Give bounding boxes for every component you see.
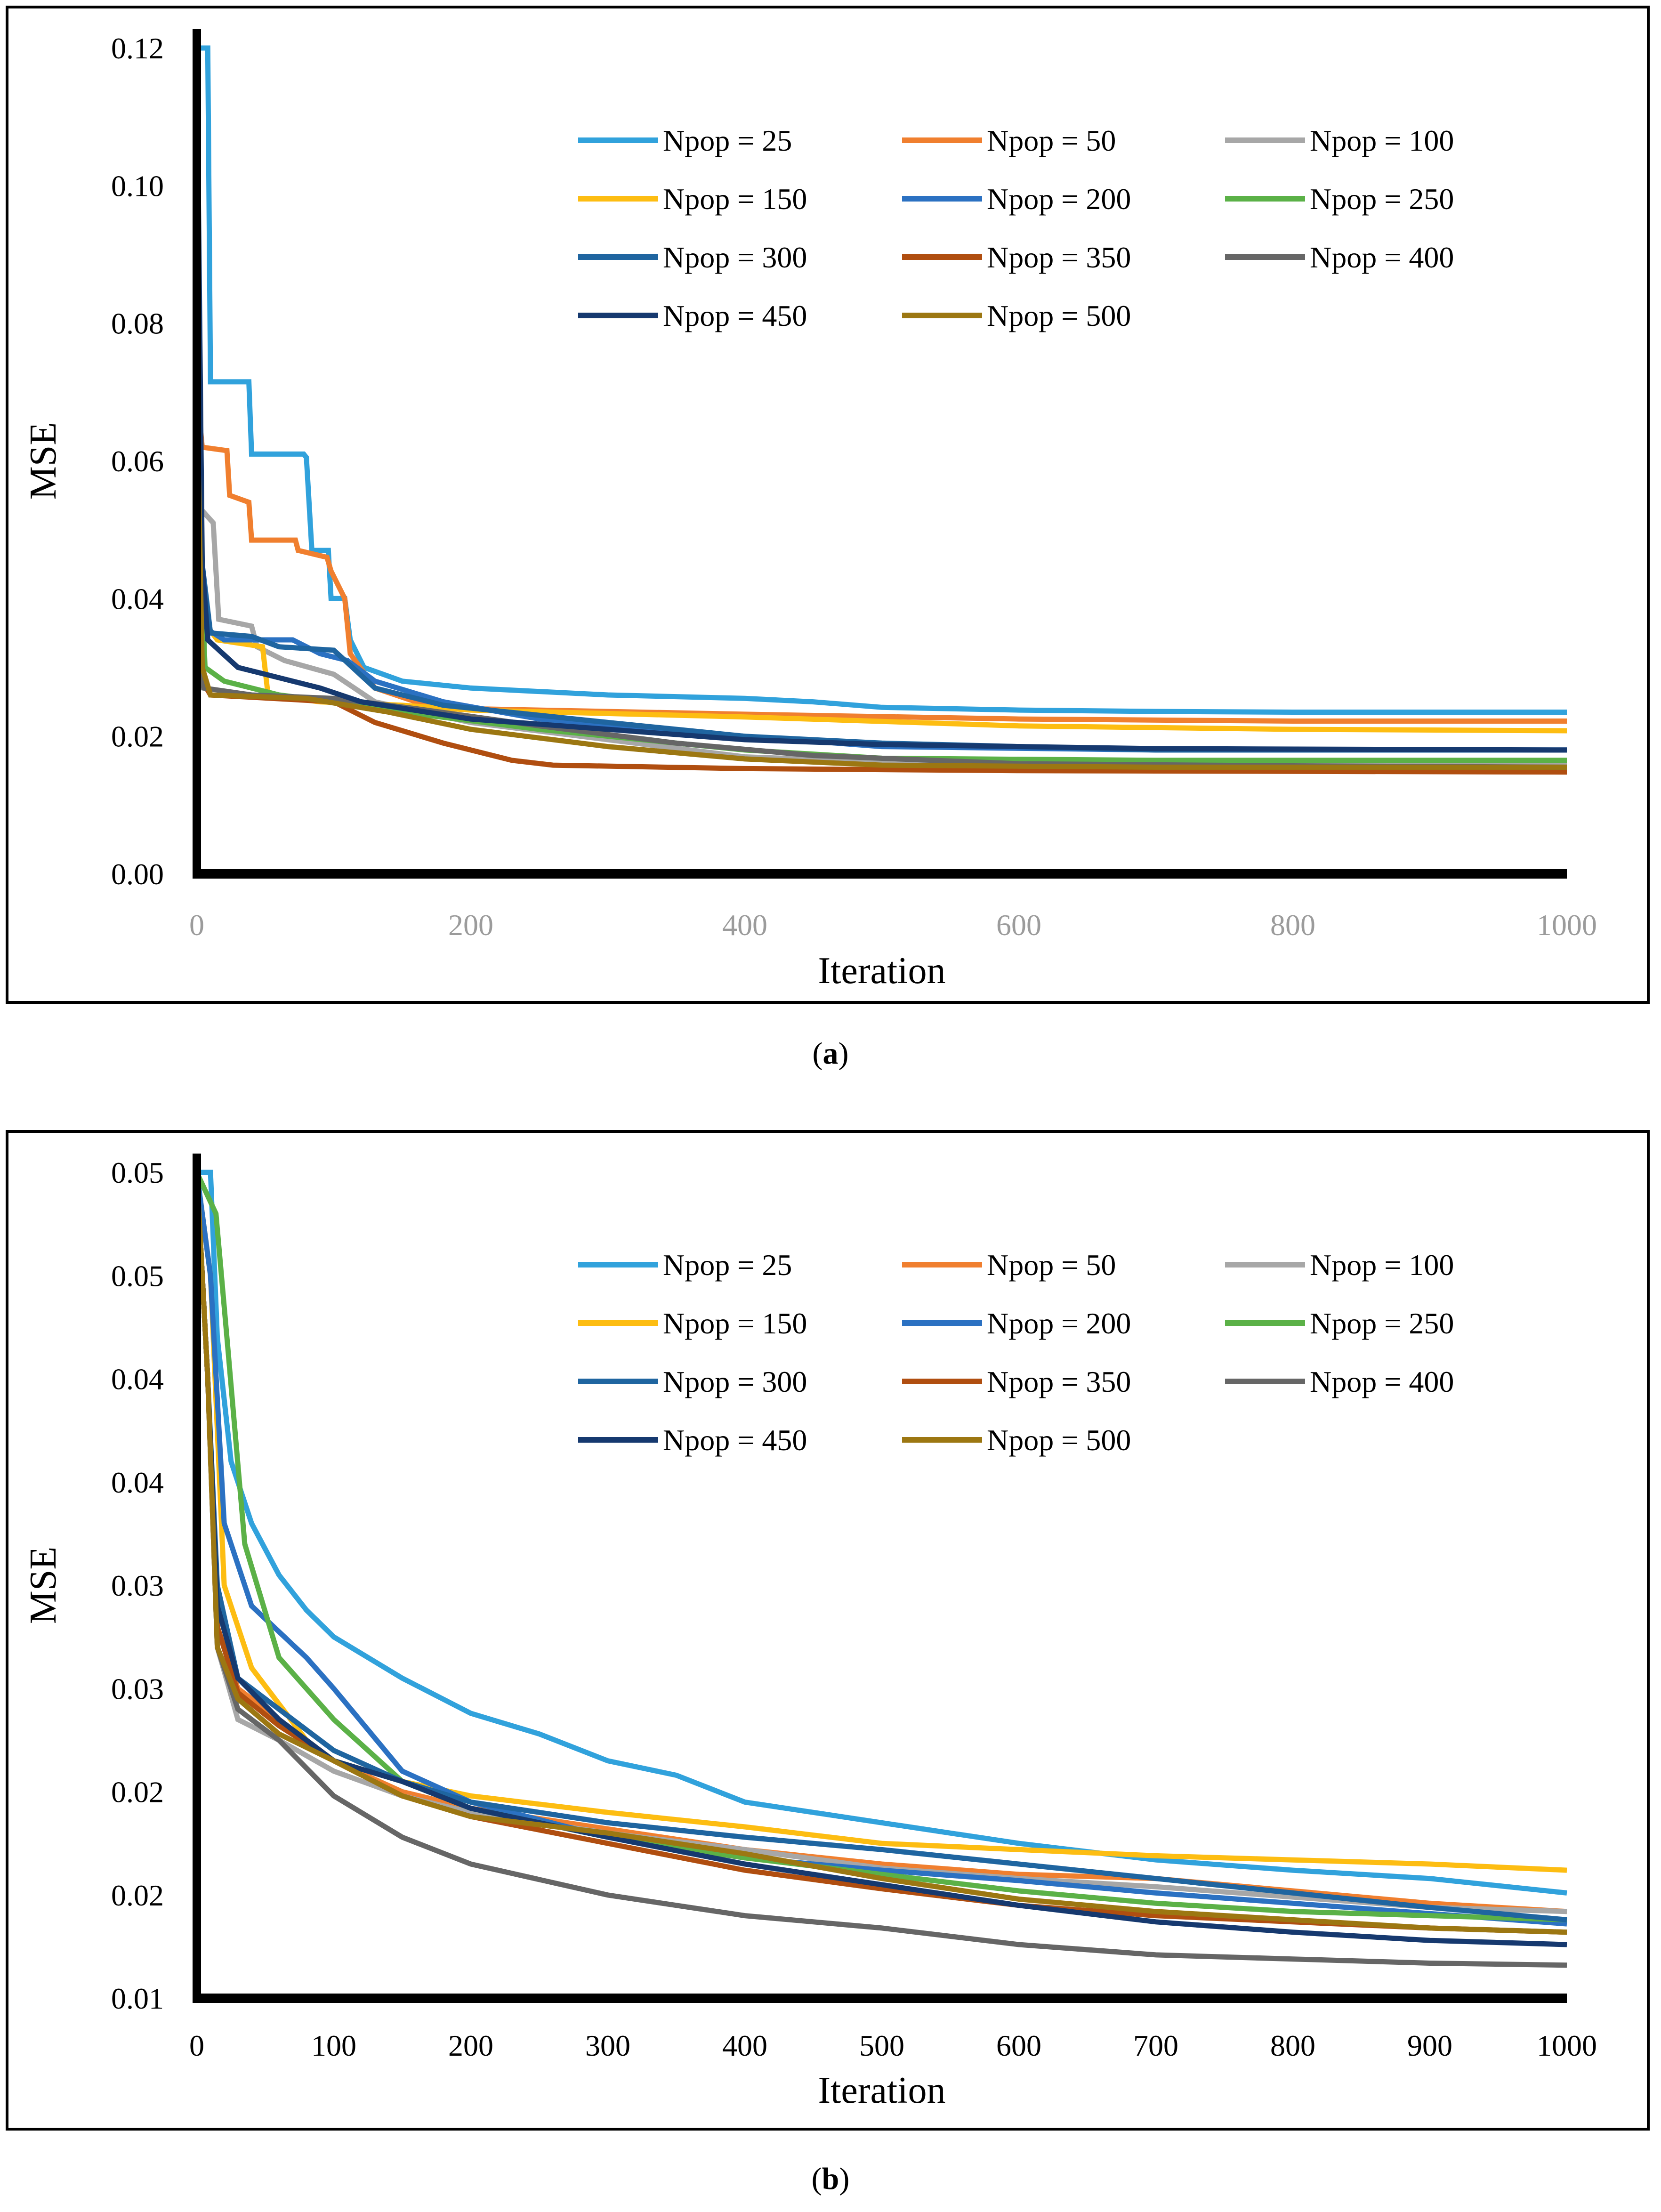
legend-label-a-npop-200: Npop = 200 bbox=[987, 182, 1131, 216]
series-line-a-npop-500 bbox=[194, 392, 1567, 770]
legend-label-a-npop-25: Npop = 25 bbox=[663, 124, 792, 157]
caption-b-open: ( bbox=[811, 2162, 822, 2196]
y-axis-title-a: MSE bbox=[23, 422, 64, 500]
caption-a-close: ) bbox=[838, 1036, 849, 1071]
legend-label-a-npop-100: Npop = 100 bbox=[1310, 124, 1454, 157]
y-tick-label-a-4: 0.08 bbox=[111, 307, 164, 340]
y-tick-label-b-4: 0.03 bbox=[111, 1569, 164, 1602]
x-tick-label-b-4: 400 bbox=[722, 2029, 767, 2062]
series-line-a-npop-50 bbox=[194, 392, 1567, 724]
caption-a-open: ( bbox=[812, 1036, 823, 1071]
x-tick-label-a-3: 600 bbox=[996, 908, 1041, 942]
legend-label-a-npop-150: Npop = 150 bbox=[663, 182, 807, 216]
x-tick-label-a-1: 200 bbox=[448, 908, 493, 942]
series-line-b-npop-150 bbox=[194, 1172, 1567, 1873]
y-tick-label-b-5: 0.04 bbox=[111, 1466, 164, 1499]
caption-b: (b) bbox=[0, 2161, 1661, 2197]
series-line-b-npop-400 bbox=[194, 1172, 1567, 1968]
mse-chart-b: 0.01 0.02 0.02 0.03 0.03 0.04 0.04 0.05 0.05 0 100… bbox=[23, 1154, 1597, 2111]
legend-label-a-npop-450: Npop = 450 bbox=[663, 299, 807, 332]
y-tick-label-a-3: 0.06 bbox=[111, 444, 164, 478]
y-tick-label-b-3: 0.03 bbox=[111, 1672, 164, 1705]
series-line-a-npop-450 bbox=[194, 48, 1567, 753]
legend-label-a-npop-50: Npop = 50 bbox=[987, 124, 1116, 157]
y-tick-label-b-6: 0.04 bbox=[111, 1363, 164, 1396]
caption-b-close: ) bbox=[839, 2162, 850, 2196]
y-tick-label-a-2: 0.04 bbox=[111, 582, 164, 615]
chart-panel-b: 0.01 0.02 0.02 0.03 0.03 0.04 0.04 0.05 0.05 0 100… bbox=[6, 1130, 1650, 2131]
y-axis-title-b: MSE bbox=[23, 1547, 64, 1624]
y-tick-label-a-1: 0.02 bbox=[111, 720, 164, 753]
series-line-b-npop-350 bbox=[194, 1172, 1567, 1935]
legend-label-b-npop-100: Npop = 100 bbox=[1310, 1248, 1454, 1282]
series-line-a-npop-300 bbox=[194, 392, 1567, 753]
x-tick-label-b-3: 300 bbox=[585, 2029, 630, 2062]
x-tick-label-a-0: 0 bbox=[189, 908, 204, 942]
series-line-b-npop-200 bbox=[194, 1172, 1567, 1927]
series-line-a-npop-100 bbox=[194, 392, 1567, 767]
legend-label-a-npop-300: Npop = 300 bbox=[663, 241, 807, 274]
y-tick-label-b-7: 0.05 bbox=[111, 1259, 164, 1292]
x-tick-label-b-1: 100 bbox=[311, 2029, 356, 2062]
x-tick-label-b-10: 1000 bbox=[1537, 2029, 1597, 2062]
y-tick-label-a-0: 0.00 bbox=[111, 857, 164, 891]
chart-panel-a: 0.00 0.02 0.04 0.06 0.08 0.10 0.12 0 200 400 600 80… bbox=[6, 6, 1650, 1004]
x-tick-label-b-6: 600 bbox=[996, 2029, 1041, 2062]
legend-label-a-npop-500: Npop = 500 bbox=[987, 299, 1131, 332]
series-line-a-npop-250 bbox=[194, 460, 1567, 763]
series-line-b-npop-450 bbox=[194, 1172, 1567, 1947]
x-axis-title-b: Iteration bbox=[818, 2070, 946, 2111]
legend-label-b-npop-350: Npop = 350 bbox=[987, 1365, 1131, 1398]
series-line-b-npop-50 bbox=[194, 1172, 1567, 1914]
x-tick-label-b-5: 500 bbox=[859, 2029, 904, 2062]
y-tick-label-b-8: 0.05 bbox=[111, 1156, 164, 1189]
y-tick-label-a-5: 0.10 bbox=[111, 169, 164, 202]
caption-a: (a) bbox=[0, 1036, 1661, 1072]
legend-label-b-npop-50: Npop = 50 bbox=[987, 1248, 1116, 1282]
caption-a-letter: a bbox=[822, 1036, 839, 1071]
legend-label-b-npop-450: Npop = 450 bbox=[663, 1423, 807, 1457]
legend-label-a-npop-250: Npop = 250 bbox=[1310, 182, 1454, 216]
legend-label-a-npop-350: Npop = 350 bbox=[987, 241, 1131, 274]
x-tick-label-b-7: 700 bbox=[1133, 2029, 1178, 2062]
caption-b-letter: b bbox=[822, 2162, 839, 2196]
x-tick-label-b-2: 200 bbox=[448, 2029, 493, 2062]
legend-label-b-npop-250: Npop = 250 bbox=[1310, 1307, 1454, 1340]
legend-label-b-npop-300: Npop = 300 bbox=[663, 1365, 807, 1398]
y-tick-label-b-0: 0.01 bbox=[111, 1982, 164, 2015]
x-tick-label-b-8: 800 bbox=[1270, 2029, 1315, 2062]
x-tick-label-a-5: 1000 bbox=[1537, 908, 1597, 942]
y-tick-label-a-6: 0.12 bbox=[111, 32, 164, 65]
x-tick-label-b-0: 0 bbox=[189, 2029, 204, 2062]
x-tick-label-b-9: 900 bbox=[1407, 2029, 1452, 2062]
series-line-b-npop-250 bbox=[194, 1171, 1567, 1922]
legend-label-b-npop-500: Npop = 500 bbox=[987, 1423, 1131, 1457]
x-axis-title-a: Iteration bbox=[818, 950, 946, 992]
y-tick-label-b-1: 0.02 bbox=[111, 1879, 164, 1912]
y-tick-label-b-2: 0.02 bbox=[111, 1776, 164, 1809]
series-line-b-npop-100 bbox=[194, 1172, 1567, 1914]
legend-label-a-npop-400: Npop = 400 bbox=[1310, 241, 1454, 274]
legend-label-b-npop-200: Npop = 200 bbox=[987, 1307, 1131, 1340]
series-line-a-npop-350 bbox=[194, 530, 1567, 775]
x-tick-label-a-4: 800 bbox=[1270, 908, 1315, 942]
legend-label-b-npop-150: Npop = 150 bbox=[663, 1307, 807, 1340]
legend-label-b-npop-400: Npop = 400 bbox=[1310, 1365, 1454, 1398]
legend-label-b-npop-25: Npop = 25 bbox=[663, 1248, 792, 1282]
series-line-b-npop-300 bbox=[194, 1172, 1567, 1922]
mse-chart-a: 0.00 0.02 0.04 0.06 0.08 0.10 0.12 0 200 400 600 80… bbox=[23, 29, 1597, 992]
x-tick-label-a-2: 400 bbox=[722, 908, 767, 942]
series-line-b-npop-500 bbox=[194, 1172, 1567, 1935]
